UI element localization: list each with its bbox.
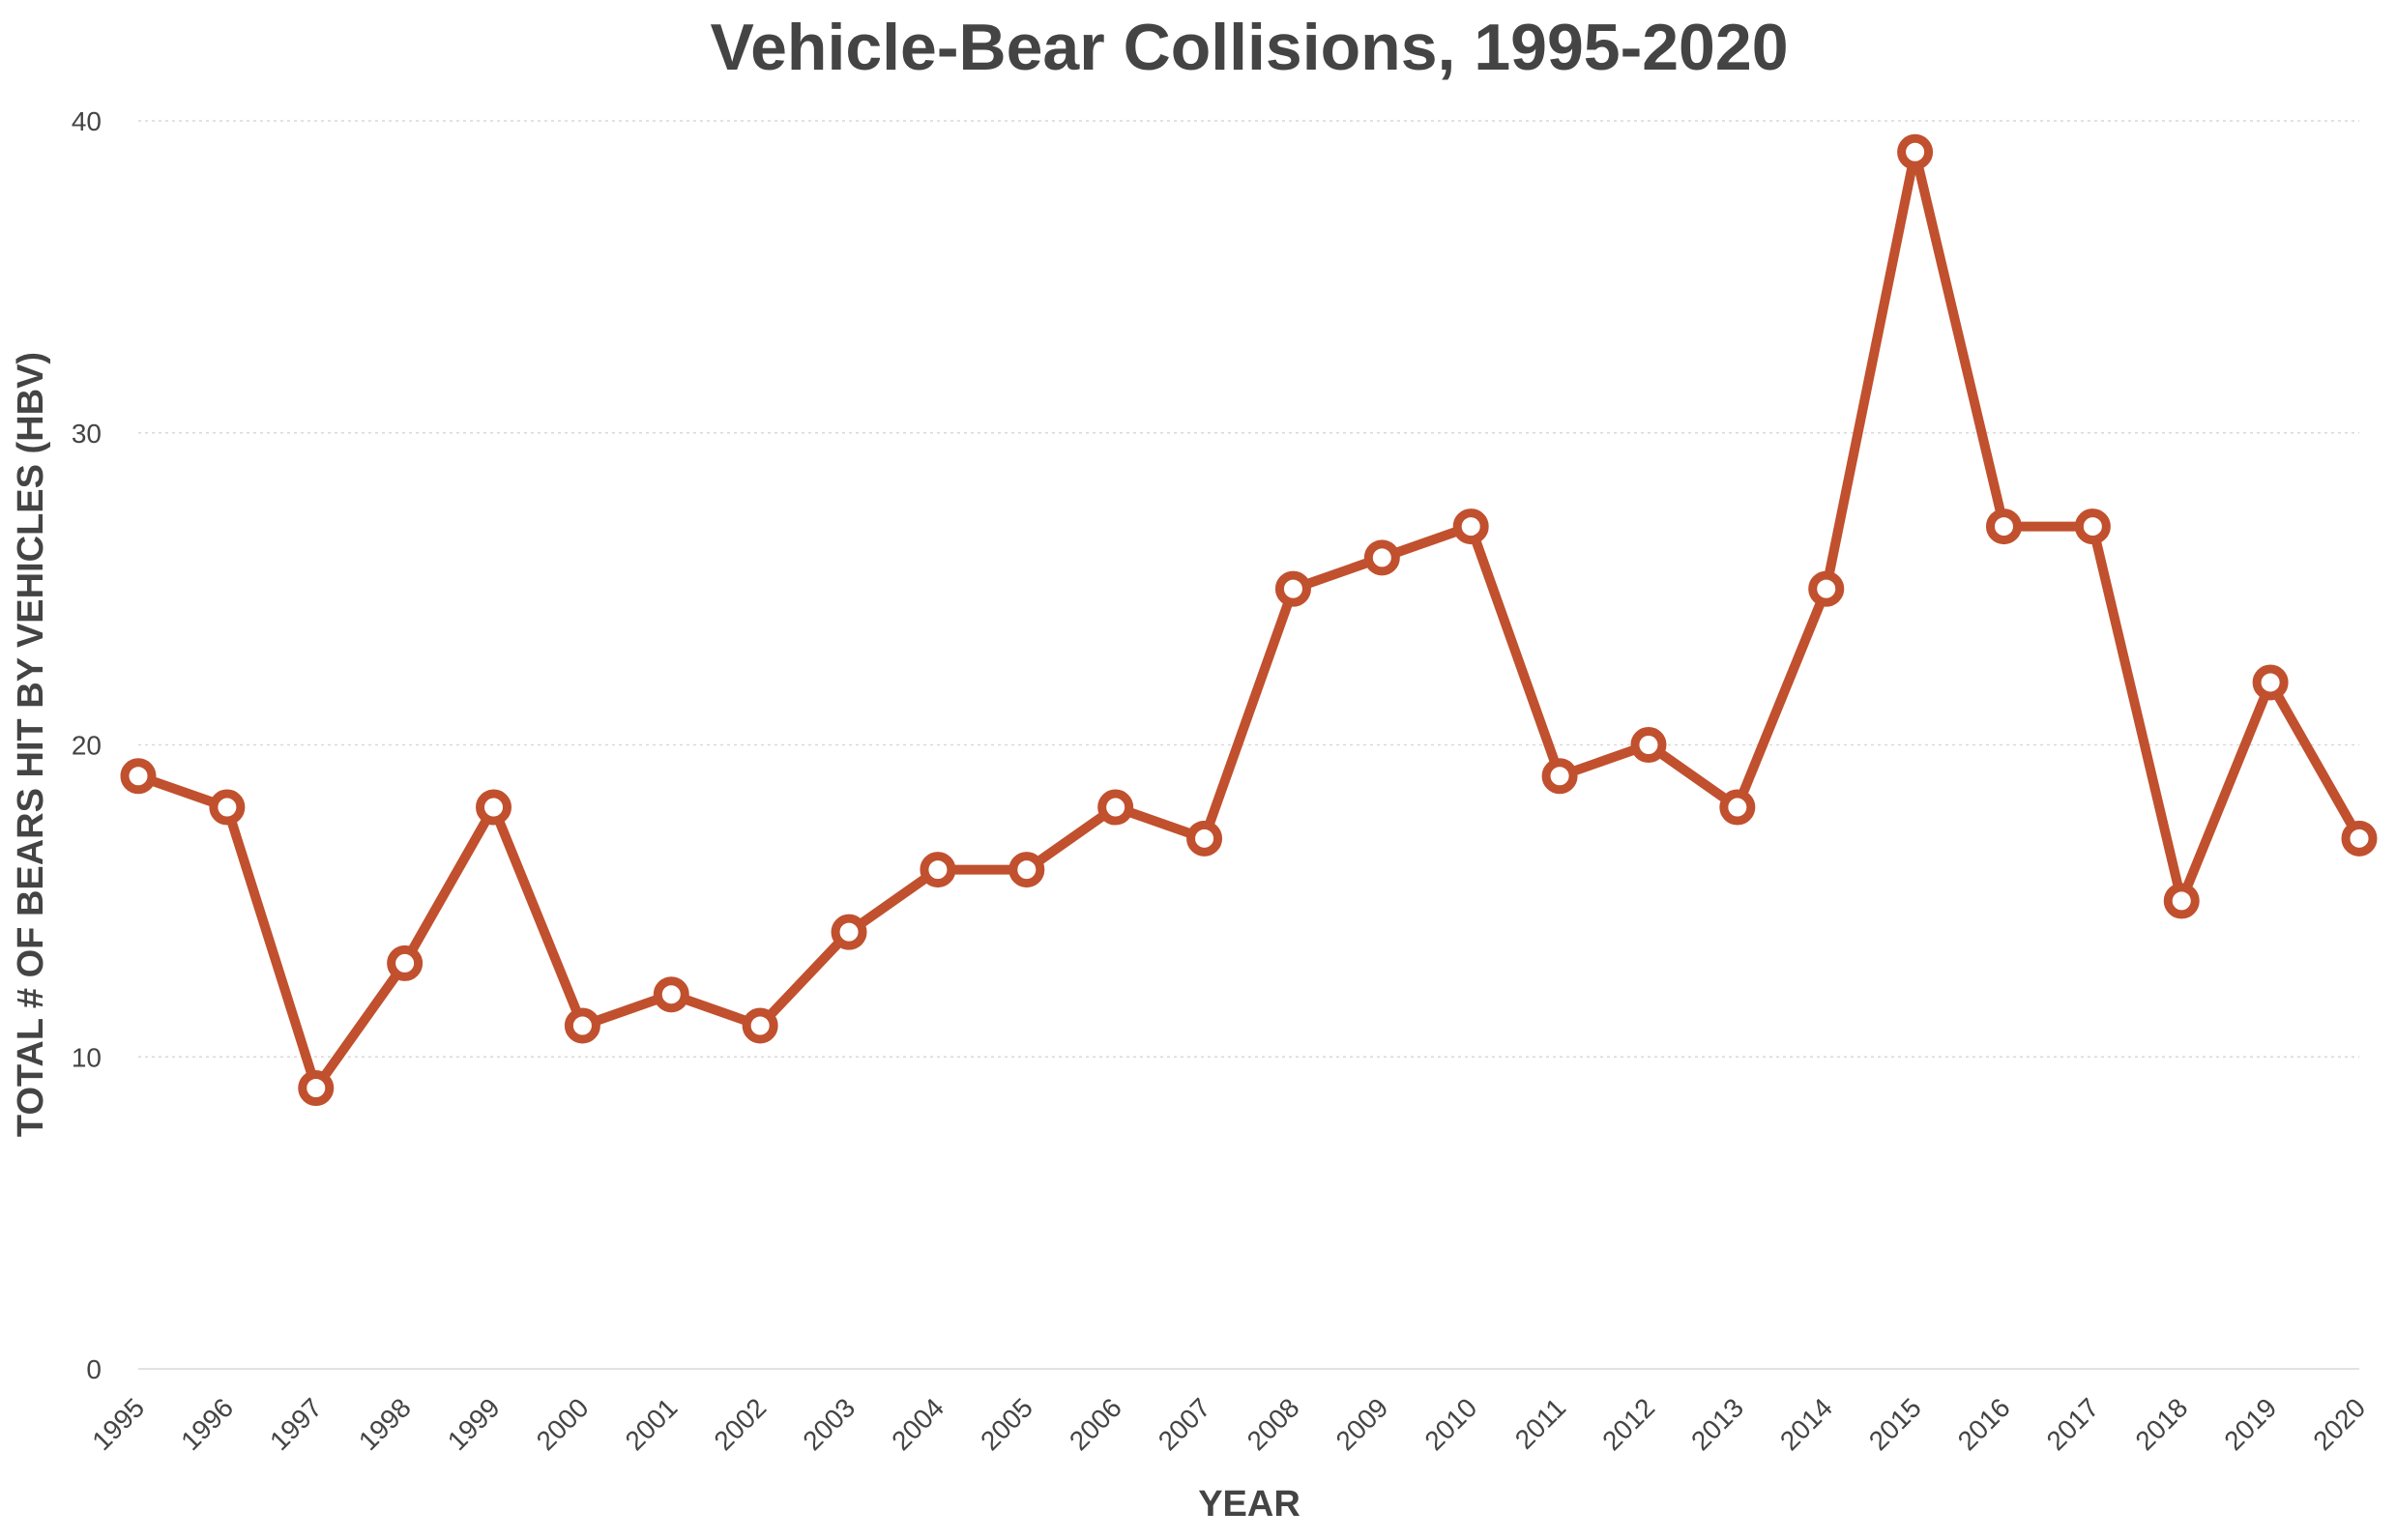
x-tick-label: 2018 [2130, 1392, 2194, 1456]
x-tick-label: 2003 [797, 1392, 861, 1456]
x-tick-label: 2005 [975, 1392, 1038, 1456]
x-tick-label: 2004 [886, 1392, 950, 1456]
x-tick-label: 2011 [1509, 1392, 1572, 1455]
y-tick-label: 40 [72, 106, 102, 136]
data-point[interactable] [653, 976, 689, 1013]
data-point[interactable] [120, 758, 157, 795]
chart-title: Vehicle-Bear Collisions, 1995-2020 [710, 11, 1788, 84]
x-tick-label: 2017 [2041, 1392, 2105, 1456]
data-point[interactable] [1008, 852, 1045, 888]
x-axis-ticks: 1995 1996 1997 1998 1999 2000 2001 2002 2003 2004… [86, 1392, 2371, 1456]
x-tick-label: 2013 [1685, 1392, 1749, 1456]
x-tick-label: 2009 [1330, 1392, 1394, 1456]
data-point[interactable] [1363, 539, 1400, 576]
data-point[interactable] [1897, 133, 1934, 170]
y-tick-label: 0 [86, 1354, 102, 1384]
data-point[interactable] [209, 789, 246, 826]
x-tick-label: 1999 [442, 1392, 506, 1456]
data-point[interactable] [298, 1070, 335, 1107]
y-tick-label: 10 [72, 1042, 102, 1072]
data-point[interactable] [1186, 820, 1223, 857]
data-point[interactable] [1808, 570, 1845, 607]
series-layer [133, 147, 2364, 1093]
data-point[interactable] [1274, 570, 1311, 607]
x-tick-label: 2016 [1952, 1392, 2016, 1456]
data-point[interactable] [1630, 727, 1667, 763]
data-point[interactable] [742, 1007, 778, 1044]
x-tick-label: 2014 [1774, 1392, 1838, 1456]
gridlines [138, 120, 2359, 1370]
x-tick-label: 2020 [2307, 1392, 2371, 1456]
series-line [133, 147, 2364, 1093]
x-tick-label: 2012 [1596, 1392, 1660, 1456]
data-point[interactable] [2074, 508, 2111, 545]
data-point[interactable] [1097, 789, 1134, 826]
data-point[interactable] [564, 1007, 600, 1044]
y-axis-ticks: 0 10 20 30 40 [72, 106, 102, 1384]
x-tick-label: 2015 [1863, 1392, 1927, 1456]
y-tick-label: 30 [72, 419, 102, 449]
data-point[interactable] [2341, 820, 2378, 857]
data-point[interactable] [1985, 508, 2022, 545]
x-tick-label: 2002 [708, 1392, 772, 1456]
x-tick-label: 1996 [175, 1392, 239, 1456]
x-tick-label: 2006 [1064, 1392, 1127, 1456]
data-point[interactable] [1541, 758, 1578, 795]
data-point[interactable] [387, 944, 424, 981]
x-axis-title: YEAR [1198, 1484, 1300, 1525]
x-tick-label: 2008 [1242, 1392, 1305, 1456]
data-point[interactable] [476, 789, 512, 826]
data-point[interactable] [2163, 883, 2200, 919]
data-point[interactable] [1452, 508, 1489, 545]
x-tick-label: 2000 [531, 1392, 595, 1456]
x-tick-label: 2001 [620, 1392, 684, 1456]
x-tick-label: 1998 [353, 1392, 417, 1456]
y-tick-label: 20 [72, 731, 102, 761]
x-tick-label: 2010 [1418, 1392, 1482, 1456]
data-point[interactable] [1719, 789, 1756, 826]
data-point[interactable] [831, 914, 867, 950]
x-tick-label: 1995 [86, 1392, 150, 1456]
x-tick-label: 2007 [1153, 1392, 1216, 1456]
data-point[interactable] [920, 852, 956, 888]
x-tick-label: 2019 [2218, 1392, 2282, 1456]
y-axis-title: TOTAL # OF BEARS HIT BY VEHICLES (HBV) [11, 352, 51, 1137]
data-point[interactable] [2252, 664, 2289, 701]
x-tick-label: 1997 [264, 1392, 328, 1456]
data-points [120, 133, 2378, 1107]
